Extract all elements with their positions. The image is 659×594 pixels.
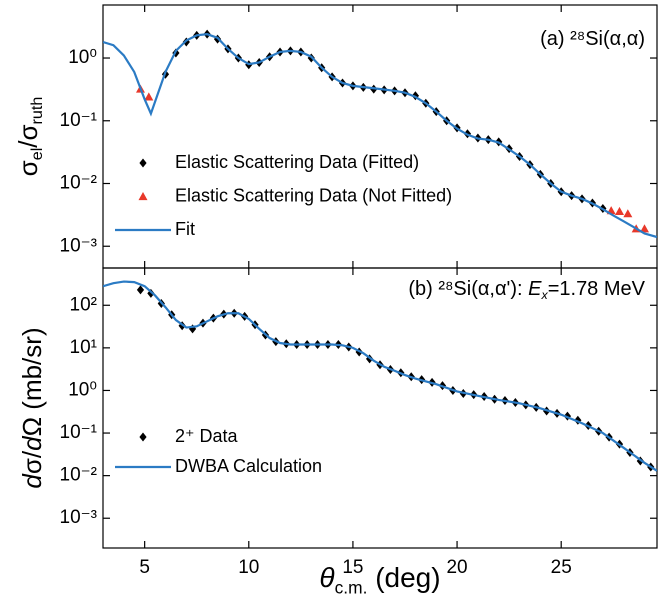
text-part: θ [319,562,334,593]
y-tick-label: 10⁻³ [60,235,98,256]
x-tick-label: 20 [446,557,467,578]
plot-content [103,280,657,472]
text-part: Ω (mb/sr) [17,327,47,436]
diamond-marker [136,285,145,295]
text-part: el [28,148,46,161]
text-part: (deg) [367,562,440,593]
y-axis-label: dσ/dΩ (mb/sr) [17,327,47,488]
panel-annotation: (a) ²⁸Si(α,α) [540,28,645,50]
text-part: (a) ²⁸Si(α,α) [540,28,645,50]
y-tick-label: 10⁻² [60,465,98,486]
text-part: /σ [13,124,43,147]
y-tick-label: 10⁻³ [60,507,98,528]
y-tick-label: 10⁰ [68,47,97,68]
y-tick-label: 10² [70,294,97,315]
text-part: x [541,288,549,302]
plot-content [103,29,657,239]
legend-label: DWBA Calculation [175,456,322,476]
y-tick-label: 10⁰ [68,379,97,400]
text-part: d [17,435,47,451]
text-part: σ [13,160,43,176]
fit-curve [103,280,657,472]
x-tick-label: 5 [139,557,150,578]
triangle-marker [144,92,154,101]
text-part: E [528,278,542,300]
panel-annotation: (b) ²⁸Si(α,α'): Ex=1.78 MeV [408,278,645,302]
y-tick-label: 10¹ [70,337,97,358]
diamond-marker [139,158,147,168]
diamond-marker [574,415,582,425]
triangle-marker [138,192,148,201]
y-tick-label: 10⁻² [60,173,98,194]
triangle-marker [615,206,625,215]
legend-label: Fit [175,219,195,239]
x-tick-label: 10 [238,557,259,578]
text-part: ruth [28,97,46,125]
fit-curve [103,33,657,239]
diamond-marker [139,432,147,442]
x-tick-label: 25 [551,557,572,578]
y-axis-label: σel/σruth [13,97,46,177]
text-part: =1.78 MeV [548,278,646,300]
legend-label: 2⁺ Data [175,426,239,446]
triangle-marker [623,209,633,218]
text-part: d [17,473,47,489]
x-axis-label: θc.m. (deg) [319,562,440,594]
y-tick-label: 10⁻¹ [60,110,98,131]
plot-frame [102,267,658,549]
legend-label: Elastic Scattering Data (Not Fitted) [175,185,452,205]
y-tick-label: 10⁻¹ [60,422,98,443]
triangle-marker [640,224,650,233]
text-part: c.m. [335,577,368,594]
text-part: (b) ²⁸Si(α,α'): [408,278,528,300]
x-tick-label: 15 [342,557,363,578]
legend-label: Elastic Scattering Data (Fitted) [175,152,419,172]
text-part: σ/ [17,450,47,474]
